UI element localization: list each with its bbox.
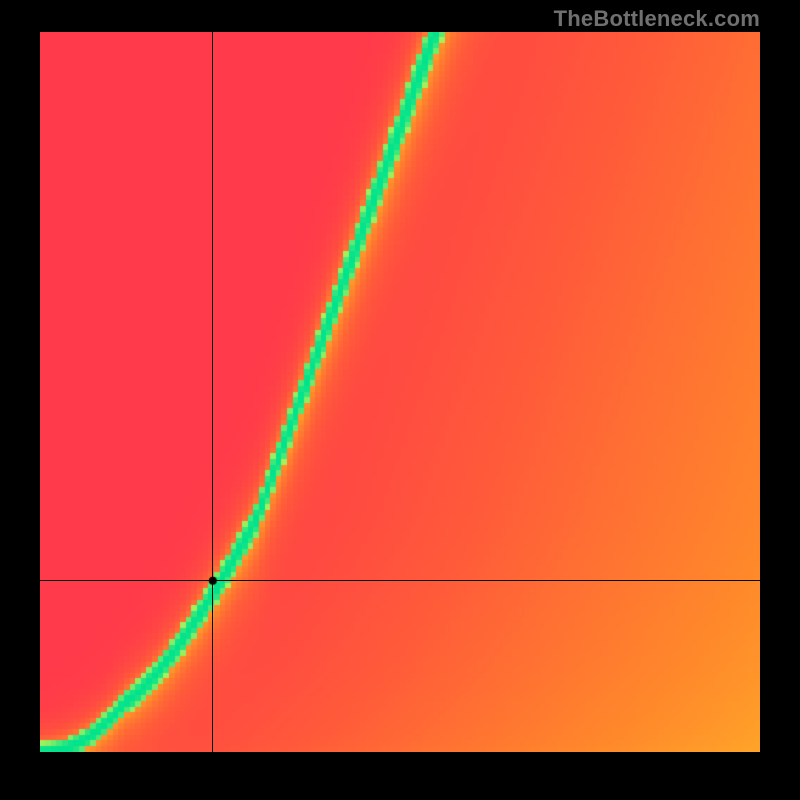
watermark-text: TheBottleneck.com	[554, 6, 760, 32]
chart-container: { "watermark": { "text": "TheBottleneck.…	[0, 0, 800, 800]
bottleneck-heatmap	[40, 32, 760, 752]
